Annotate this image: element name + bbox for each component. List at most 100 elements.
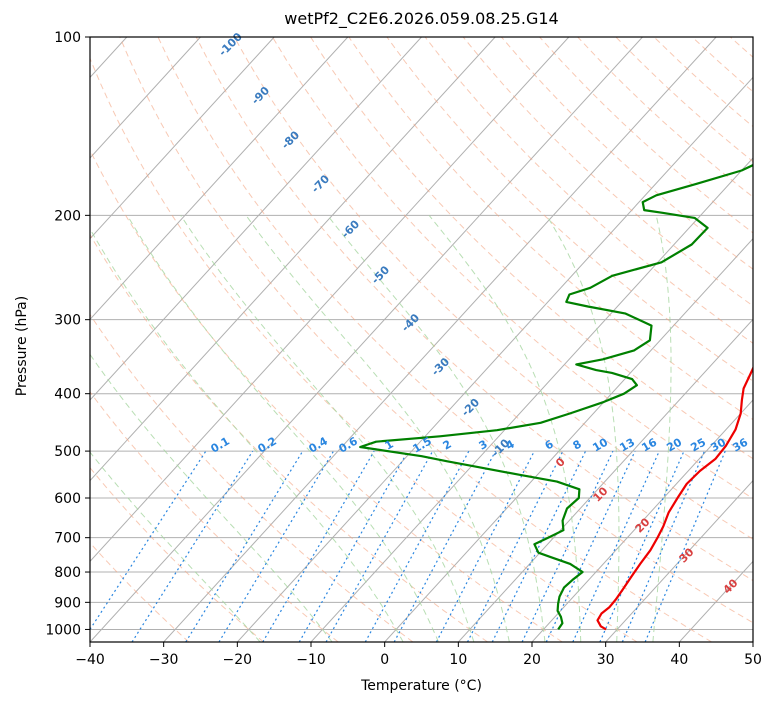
dry-adiabat-label: -80 xyxy=(279,128,302,151)
x-axis-label: Temperature (°C) xyxy=(361,678,482,694)
dry-adiabat-label: -90 xyxy=(249,84,272,107)
mixing-ratio-label: 0.4 xyxy=(307,434,331,455)
moist-adiabat xyxy=(327,214,546,642)
isotherm-line xyxy=(0,37,53,642)
isotherm-line xyxy=(90,37,570,563)
moist-adiabat xyxy=(90,227,404,642)
moist-adiabat-label: 20 xyxy=(633,515,653,535)
y-tick-label: 700 xyxy=(54,531,81,547)
mixing-ratio-label: 2 xyxy=(441,438,454,453)
isotherm-line xyxy=(236,76,753,642)
y-tick-label: 400 xyxy=(54,387,81,403)
mixing-ratio-label: 36 xyxy=(730,435,750,454)
moist-adiabat xyxy=(428,214,582,642)
mixing-ratio-line xyxy=(185,450,304,642)
mixing-ratio-line xyxy=(599,450,685,642)
moist-adiabat xyxy=(180,215,475,642)
mixing-ratio-line xyxy=(393,450,497,642)
isotherm-line xyxy=(163,37,717,642)
mixing-ratio-line xyxy=(545,450,636,642)
dry-adiabat xyxy=(653,37,753,128)
dry-adiabat xyxy=(157,37,753,624)
mixing-ratio-line xyxy=(131,450,254,642)
mixing-ratio-line xyxy=(491,450,587,642)
dry-adiabat xyxy=(272,37,753,500)
dry-adiabat-label: -100 xyxy=(216,30,245,59)
dry-adiabat xyxy=(769,37,775,642)
moist-adiabat xyxy=(90,451,261,642)
moist-adiabat xyxy=(652,215,672,642)
mixing-ratio-label: 6 xyxy=(543,437,556,452)
mixing-ratio-label: 13 xyxy=(617,436,637,455)
chart-title: wetPf2_C2E6.2026.059.08.25.G14 xyxy=(284,9,559,28)
background-lines xyxy=(0,37,775,642)
x-tick-label: 0 xyxy=(380,652,389,668)
isotherm-line xyxy=(384,237,753,642)
mixing-ratio-line xyxy=(262,450,375,642)
isotherm-line xyxy=(90,37,422,401)
dry-adiabat xyxy=(119,37,712,642)
y-tick-label: 300 xyxy=(54,313,81,329)
y-tick-label: 500 xyxy=(54,444,81,460)
isotherm-line xyxy=(90,37,643,642)
y-tick-label: 600 xyxy=(54,491,81,507)
x-tick-label: 30 xyxy=(597,652,615,668)
moist-adiabat xyxy=(546,215,620,642)
isotherm-line xyxy=(752,641,753,642)
isotherm-line xyxy=(90,37,349,321)
axes: −40 −30 −20 −10 0 10 20 30 40 5010020030040050060… xyxy=(45,30,762,668)
y-tick-label: 100 xyxy=(54,30,81,46)
mixing-ratio-label: 0.2 xyxy=(256,435,279,456)
isotherm-line xyxy=(531,399,753,642)
dry-adiabat xyxy=(90,233,488,642)
mixing-ratio-line xyxy=(572,450,660,642)
dry-adiabat xyxy=(90,542,190,642)
mixing-ratio-label: 16 xyxy=(639,435,659,454)
y-tick-label: 200 xyxy=(54,208,81,224)
mixing-ratio-label: 10 xyxy=(590,435,610,454)
mixing-ratio-label: 0.6 xyxy=(337,434,361,455)
moist-adiabat-label: 0 xyxy=(553,455,568,470)
moist-adiabat-label: 10 xyxy=(591,484,611,504)
dry-adiabat xyxy=(90,57,638,642)
x-tick-label: −30 xyxy=(149,652,179,668)
dry-adiabat xyxy=(90,149,563,642)
mixing-ratio-line xyxy=(364,450,470,642)
y-tick-label: 1000 xyxy=(45,622,81,638)
x-tick-label: −10 xyxy=(296,652,326,668)
mixing-ratio-line xyxy=(325,450,434,642)
y-tick-label: 800 xyxy=(54,565,81,581)
isotherm-line xyxy=(90,37,201,159)
isotherm-line xyxy=(90,37,496,482)
mixing-ratio-line xyxy=(435,450,535,642)
dry-adiabat xyxy=(90,466,264,642)
dry-adiabat xyxy=(615,37,753,163)
isotherm-line xyxy=(457,318,753,642)
x-tick-label: 40 xyxy=(670,652,688,668)
moist-adiabat xyxy=(245,215,510,642)
dry-adiabat xyxy=(195,37,753,582)
profile-lines xyxy=(359,163,753,631)
dry-adiabat xyxy=(577,37,753,198)
dry-adiabat-label: -20 xyxy=(459,396,482,419)
mixing-ratio-label: 0.1 xyxy=(209,435,232,456)
mixing-ratio-line xyxy=(298,450,409,642)
mixing-ratio-label: 8 xyxy=(571,438,584,453)
x-tick-label: 10 xyxy=(449,652,467,668)
x-tick-label: 50 xyxy=(744,652,762,668)
dry-adiabat xyxy=(310,37,753,460)
temperature-line xyxy=(596,365,753,631)
dry-adiabat-label: -60 xyxy=(339,217,362,240)
moist-adiabat xyxy=(126,215,439,642)
x-tick-label: 20 xyxy=(523,652,541,668)
isotherm-line xyxy=(90,37,128,79)
dry-adiabat xyxy=(539,37,753,234)
mixing-ratio-line xyxy=(218,450,335,642)
dry-adiabat-label: -70 xyxy=(309,172,332,195)
moist-adiabat-label: 30 xyxy=(677,545,697,565)
dry-adiabat xyxy=(348,37,753,421)
mixing-ratio-line xyxy=(466,450,564,642)
dry-adiabat-label: -30 xyxy=(429,355,452,378)
isotherm-line xyxy=(605,479,753,642)
